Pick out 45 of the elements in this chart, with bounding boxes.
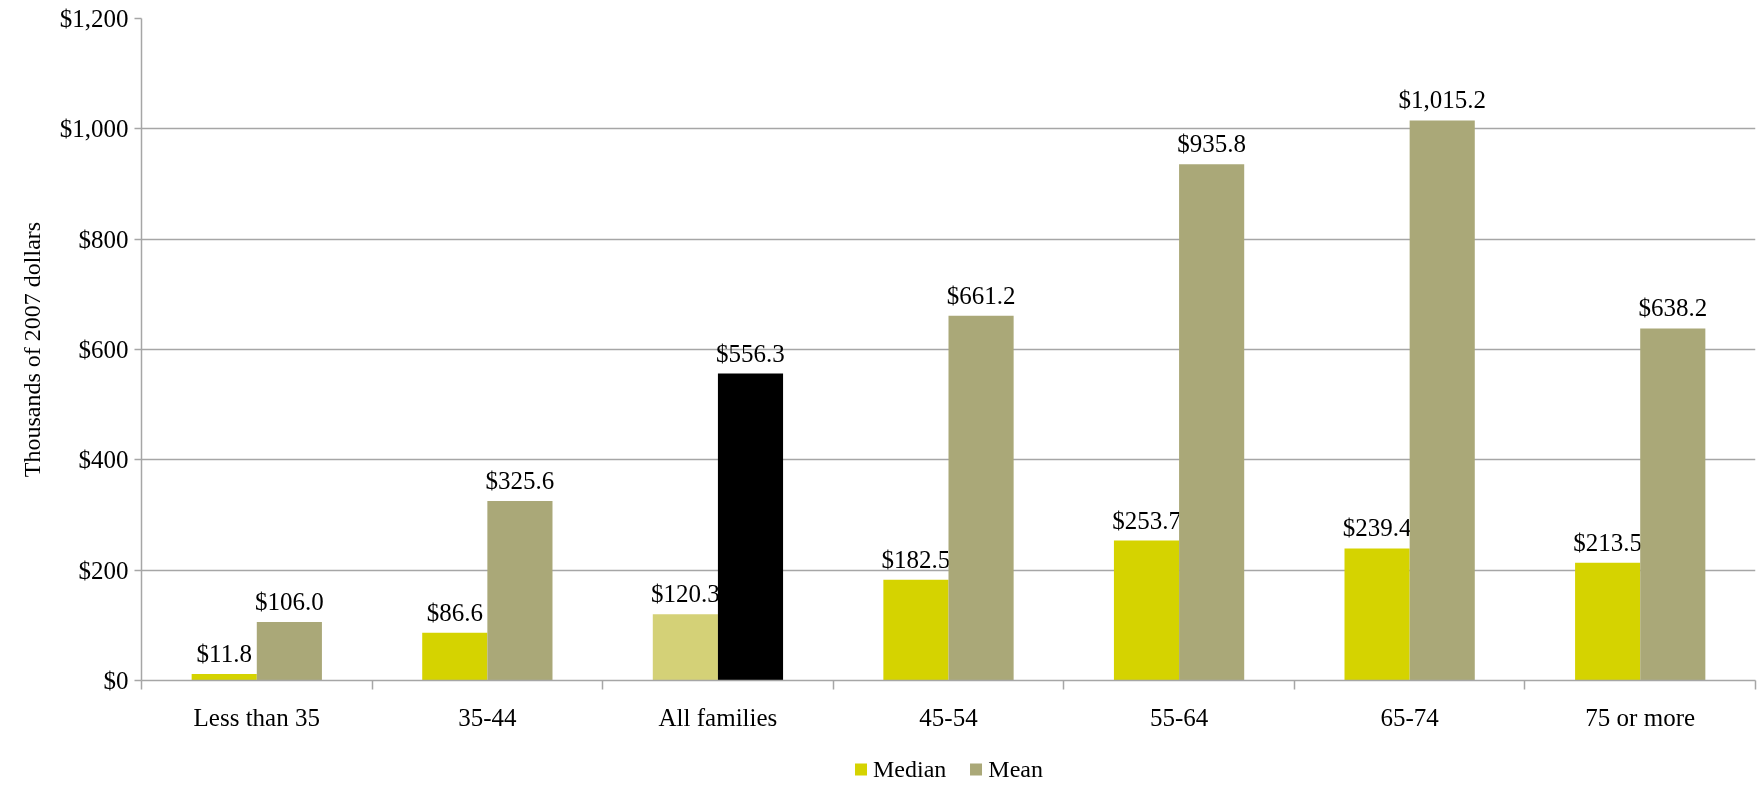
bar bbox=[422, 632, 488, 681]
y-tick-label: $800 bbox=[78, 225, 129, 253]
bar bbox=[1113, 540, 1180, 681]
y-tick-label: $1,000 bbox=[59, 115, 129, 143]
y-tick-label: $400 bbox=[78, 446, 129, 474]
bar bbox=[948, 315, 1014, 681]
bar bbox=[1640, 328, 1706, 681]
x-tick-label: 55-64 bbox=[1149, 703, 1209, 731]
data-label: $213.5 bbox=[1573, 528, 1643, 556]
data-label: $106.0 bbox=[254, 588, 324, 616]
data-label: $1,015.2 bbox=[1398, 86, 1486, 114]
data-label: $11.8 bbox=[196, 639, 252, 667]
x-tick-label: 65-74 bbox=[1380, 703, 1440, 731]
bar bbox=[652, 614, 718, 681]
bar bbox=[1344, 548, 1410, 681]
data-label: $182.5 bbox=[881, 545, 951, 573]
y-tick-label: $1,200 bbox=[59, 5, 129, 32]
data-label: $661.2 bbox=[946, 281, 1016, 309]
legend-label: Median bbox=[873, 755, 947, 782]
data-label: $935.8 bbox=[1177, 130, 1247, 158]
y-tick-label: $200 bbox=[78, 556, 129, 584]
y-axis-title: Thousands of 2007 dollars bbox=[18, 221, 45, 478]
data-label: $120.3 bbox=[650, 580, 720, 608]
bar bbox=[1575, 562, 1641, 681]
data-label: $556.3 bbox=[716, 339, 785, 367]
x-tick-label: Less than 35 bbox=[193, 703, 320, 731]
bar bbox=[1409, 120, 1475, 681]
data-label: $253.7 bbox=[1112, 506, 1181, 534]
data-label: $86.6 bbox=[426, 598, 483, 626]
data-label: $325.6 bbox=[485, 466, 555, 494]
y-tick-label: $0 bbox=[103, 667, 129, 694]
bar bbox=[1179, 164, 1245, 681]
data-label: $638.2 bbox=[1638, 294, 1708, 322]
x-tick-label: 75 or more bbox=[1585, 703, 1696, 731]
x-tick-label: 45-54 bbox=[919, 703, 979, 731]
x-tick-label: 35-44 bbox=[458, 703, 518, 731]
bar bbox=[256, 622, 322, 681]
bar bbox=[883, 579, 949, 681]
x-tick-label: All families bbox=[658, 703, 778, 731]
bar bbox=[191, 673, 257, 681]
y-tick-label: $600 bbox=[78, 336, 129, 363]
legend-label: Mean bbox=[988, 755, 1043, 782]
data-label: $239.4 bbox=[1342, 514, 1412, 542]
bar bbox=[717, 373, 784, 681]
bar bbox=[487, 500, 553, 681]
